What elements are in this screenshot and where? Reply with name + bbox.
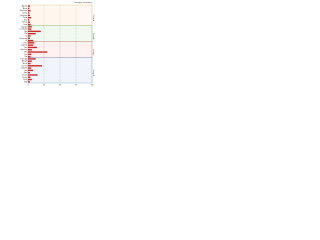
y-tick-label: Kappa <box>21 26 27 28</box>
bar <box>28 65 43 67</box>
y-tick-label: Phi <box>24 52 27 54</box>
bar <box>28 51 48 53</box>
bar <box>28 32 36 35</box>
bar <box>28 28 32 30</box>
y-tick-label: Eta <box>24 18 27 21</box>
bar <box>28 30 41 33</box>
y-tick-label: Zeta <box>23 16 27 19</box>
y-tick-label: Mu <box>24 31 28 33</box>
y-tick-label: He <box>25 70 28 72</box>
x-tick-label: 25 <box>43 85 45 87</box>
x-tick-label: 100 <box>90 85 93 87</box>
bar <box>28 69 34 72</box>
bar <box>28 7 30 10</box>
y-tick-label: Zayin <box>22 74 28 76</box>
y-tick-label: Xi <box>25 35 27 37</box>
bar <box>28 19 30 21</box>
group-label: Group A <box>92 15 95 22</box>
y-tick-label: Omicron <box>19 37 28 40</box>
bar <box>28 78 32 81</box>
bar <box>28 49 32 51</box>
y-tick-label: Sigma <box>21 45 27 47</box>
bar <box>28 10 31 12</box>
bar <box>28 44 34 46</box>
bar <box>28 81 30 83</box>
y-tick-label: Psi <box>25 56 28 58</box>
bar <box>28 14 30 17</box>
y-tick-label: Theta <box>22 21 27 24</box>
y-tick-label: Beth <box>23 62 28 65</box>
bar <box>28 60 32 62</box>
bar <box>28 26 32 28</box>
y-tick-label: Daleth <box>21 67 28 70</box>
y-tick-label: Nu <box>25 33 28 35</box>
y-tick-label: Chi <box>24 54 28 56</box>
y-tick-label: Iota <box>24 23 28 26</box>
bar <box>28 55 31 58</box>
bar <box>28 74 38 76</box>
y-tick-label: Tau <box>24 47 28 49</box>
group-label: Group D <box>92 70 95 77</box>
y-tick-label: Omega <box>20 58 27 60</box>
y-tick-label: Delta <box>22 12 27 15</box>
bar <box>28 37 30 39</box>
group-band <box>27 41 93 58</box>
bar <box>28 62 31 65</box>
y-tick-label: Heth <box>23 76 28 79</box>
y-tick-label: Vav <box>24 72 28 74</box>
y-tick-label: Teth <box>23 78 28 81</box>
bar <box>28 42 35 44</box>
y-tick-label: Rho <box>24 42 29 44</box>
bar <box>28 76 31 78</box>
group-label: Group B <box>92 33 95 39</box>
y-tick-label: Lambda <box>20 29 28 31</box>
bar <box>28 53 32 56</box>
y-tick-label: Pi <box>26 40 28 42</box>
chart: Category summary Group A AlphaBetaGammaDe… <box>19 1 95 87</box>
bar <box>28 16 32 19</box>
y-tick-label: Yod <box>24 81 28 83</box>
bar <box>28 35 31 37</box>
bar <box>28 71 30 74</box>
y-tick-label: Alpha <box>22 5 27 8</box>
bar <box>28 21 30 23</box>
y-tick-label: Aleph <box>22 60 28 63</box>
y-tick-label: Upsilon <box>20 49 28 51</box>
bar <box>28 39 34 42</box>
bar <box>28 5 30 7</box>
bar <box>28 46 37 49</box>
group-label: Group C <box>92 49 95 56</box>
bar <box>28 12 30 14</box>
bar <box>28 58 36 60</box>
x-tick-label: 0 <box>27 85 28 87</box>
group-band <box>27 25 93 42</box>
x-tick-label: 50 <box>59 85 61 87</box>
y-tick-label: Gamma <box>20 10 27 12</box>
bar <box>28 67 32 69</box>
y-tick-label: Beta <box>23 7 27 10</box>
x-tick-label: 75 <box>75 85 77 87</box>
y-tick-label: Epsilon <box>20 15 28 17</box>
bar <box>28 23 31 26</box>
y-tick-label: Gimel <box>22 65 28 67</box>
chart-title: Category summary <box>74 1 93 4</box>
